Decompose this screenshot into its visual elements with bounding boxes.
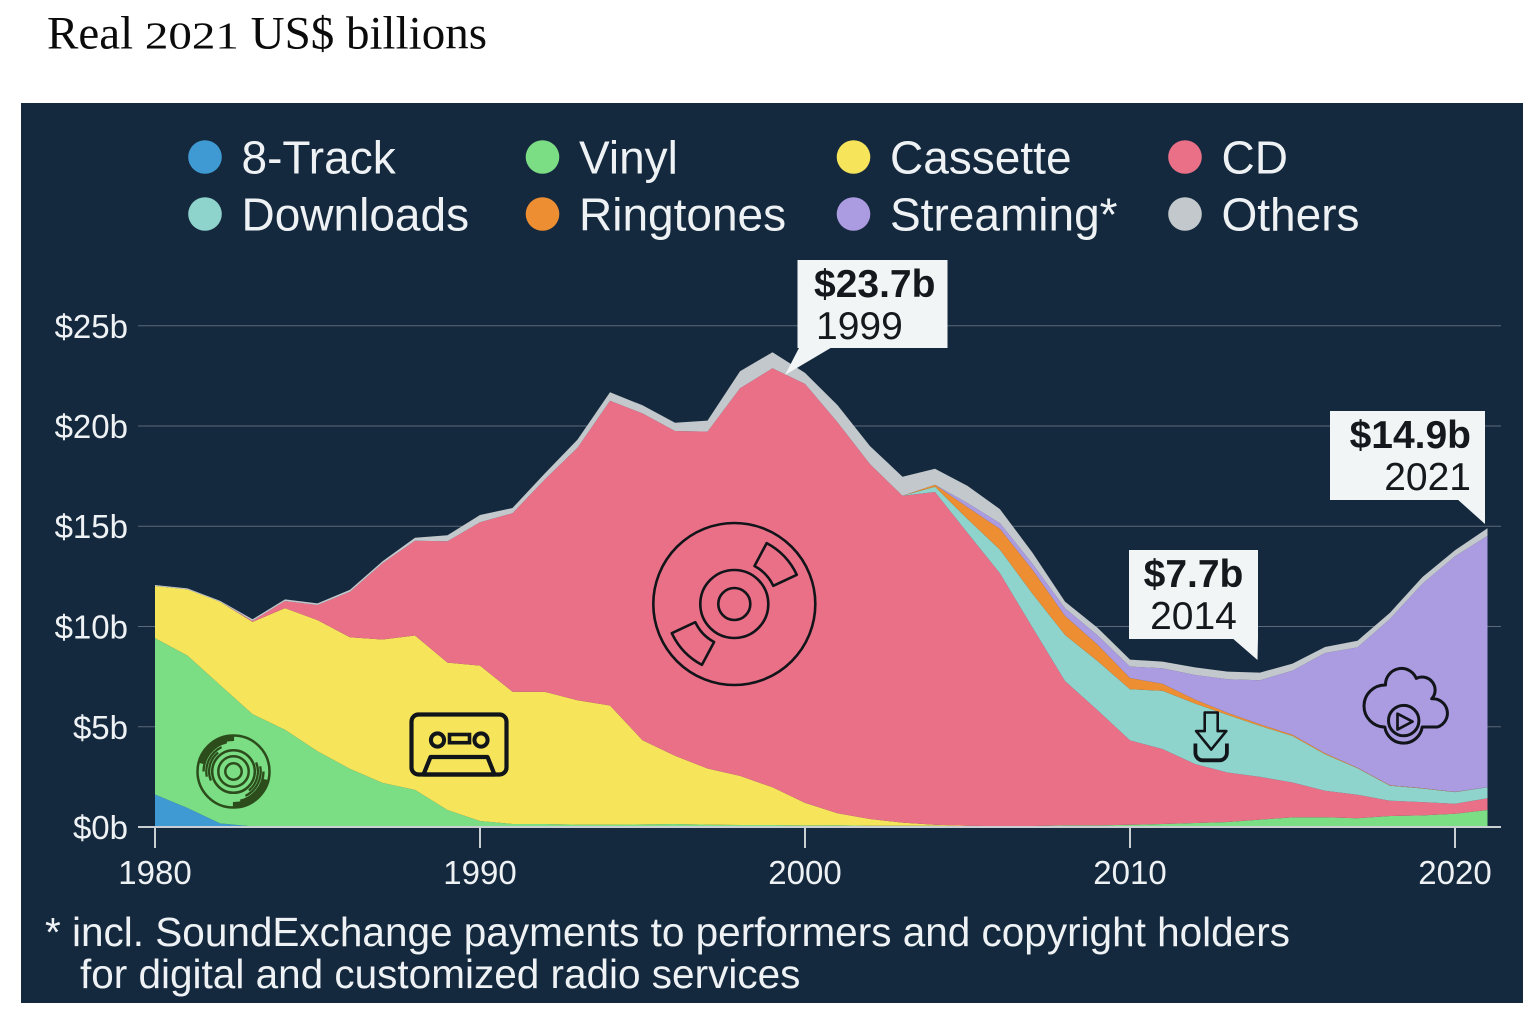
svg-text:8-Track: 8-Track <box>242 132 397 184</box>
svg-text:Streaming*: Streaming* <box>890 189 1118 241</box>
svg-text:2010: 2010 <box>1093 854 1166 891</box>
svg-text:2000: 2000 <box>768 854 841 891</box>
svg-text:for digital and customized rad: for digital and customized radio service… <box>80 951 800 997</box>
svg-text:2021: 2021 <box>1384 456 1471 499</box>
svg-text:Downloads: Downloads <box>242 189 470 241</box>
svg-text:Others: Others <box>1222 189 1360 241</box>
svg-text:* incl. SoundExchange payments: * incl. SoundExchange payments to perfor… <box>45 909 1290 955</box>
svg-text:1999: 1999 <box>816 305 903 348</box>
svg-text:$23.7b: $23.7b <box>814 263 935 306</box>
svg-text:Ringtones: Ringtones <box>579 189 786 241</box>
svg-text:$0b: $0b <box>73 809 128 846</box>
svg-text:$20b: $20b <box>55 408 128 445</box>
svg-text:$14.9b: $14.9b <box>1350 414 1471 457</box>
svg-text:Cassette: Cassette <box>890 132 1072 184</box>
svg-text:$25b: $25b <box>55 308 128 345</box>
svg-text:$10b: $10b <box>55 609 128 646</box>
svg-text:$5b: $5b <box>73 709 128 746</box>
svg-text:2014: 2014 <box>1150 595 1237 638</box>
svg-text:CD: CD <box>1222 132 1288 184</box>
svg-text:1980: 1980 <box>118 854 191 891</box>
svg-text:Real 2021 US$ billions: Real 2021 US$ billions <box>47 8 487 60</box>
svg-text:Vinyl: Vinyl <box>579 132 678 184</box>
svg-text:$7.7b: $7.7b <box>1144 553 1244 596</box>
svg-text:$15b: $15b <box>55 508 128 545</box>
svg-text:1990: 1990 <box>443 854 516 891</box>
svg-text:2020: 2020 <box>1418 854 1491 891</box>
